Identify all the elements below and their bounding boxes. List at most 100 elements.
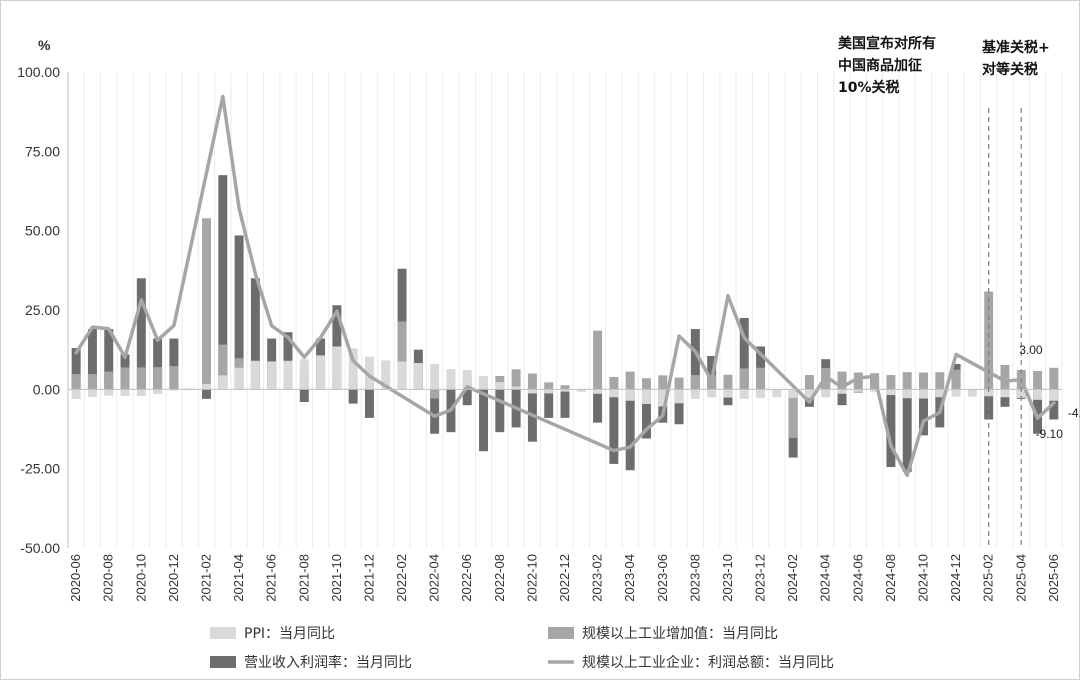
legend-label: 规模以上工业增加值：当月同比 [582, 626, 778, 642]
bar-revenue-margin [250, 278, 260, 390]
bar-revenue-margin [87, 329, 97, 390]
bar-revenue-margin [674, 389, 684, 425]
profit-point [922, 420, 925, 422]
profit-point [938, 411, 941, 414]
bar-ind-value [951, 369, 961, 390]
bar-ppi [104, 389, 114, 396]
bar-ppi [316, 355, 326, 390]
bar-revenue-margin [609, 389, 619, 464]
bar-ppi [723, 389, 733, 398]
profit-point [287, 336, 289, 339]
data-label: -9.10 [1036, 427, 1064, 441]
line-layer [74, 94, 1056, 478]
bar-revenue-margin [1000, 389, 1010, 407]
bar-revenue-margin [739, 317, 749, 390]
bar-ind-value [1000, 364, 1010, 390]
bar-ppi [527, 389, 537, 394]
x-tick-label: 2020-08 [101, 554, 116, 602]
x-tick-label: 2023-10 [720, 554, 735, 602]
x-tick-label: 2022-08 [492, 554, 507, 602]
bar-ppi [1000, 389, 1010, 398]
profit-point [1036, 417, 1039, 420]
profit-point [906, 474, 908, 477]
bar-revenue-margin [71, 348, 81, 390]
x-tick-label: 2021-06 [264, 554, 279, 602]
y-tick-label: 75.00 [25, 143, 60, 159]
profit-point [808, 401, 811, 403]
x-tick-label: 2023-06 [655, 554, 670, 602]
event-annotation: 对等关税 [982, 61, 1038, 78]
profit-point [156, 339, 159, 341]
bar-ppi [658, 389, 668, 407]
bar-ind-value [837, 371, 847, 390]
bar-ind-value [511, 369, 521, 390]
bar-ind-value [674, 377, 684, 390]
bar-ppi [218, 375, 228, 390]
bar-revenue-margin [169, 338, 179, 390]
profit-point [841, 386, 843, 388]
x-tick-label: 2024-08 [883, 554, 898, 602]
bar-ind-value [560, 385, 570, 390]
bar-ppi [707, 389, 717, 398]
bar-ppi [202, 383, 211, 390]
y-tick-label: 25.00 [25, 302, 60, 318]
legend-label: 营业收入利润率：当月同比 [244, 654, 412, 671]
bar-ppi [804, 389, 814, 399]
bar-ind-value [609, 376, 619, 390]
bar-ind-value [788, 389, 798, 438]
x-tick-label: 2023-04 [622, 554, 637, 602]
bar-ppi [772, 389, 782, 398]
x-tick-label: 2021-04 [231, 554, 246, 602]
bar-ind-value [104, 371, 114, 390]
bar-revenue-margin [625, 389, 635, 471]
x-tick-label: 2023-08 [687, 554, 702, 602]
bar-ppi [902, 389, 912, 399]
bar-ppi [625, 389, 635, 401]
profit-point [303, 356, 306, 359]
bar-ppi [641, 389, 651, 404]
bar-ind-value [756, 367, 766, 390]
bar-ind-value [853, 372, 863, 390]
bar-ppi [1016, 389, 1026, 398]
bar-revenue-margin [544, 389, 554, 418]
x-tick-label: 2024-12 [948, 554, 963, 602]
legend-swatch [210, 627, 236, 639]
x-tick-label: 2021-12 [361, 554, 376, 602]
x-tick-label: 2022-10 [524, 554, 539, 602]
profit-point [857, 377, 860, 379]
bar-revenue-margin [886, 389, 896, 468]
y-tick-label: 50.00 [25, 223, 60, 239]
bar-ppi [870, 389, 880, 392]
bar-revenue-margin [218, 175, 228, 390]
bar-revenue-margin [593, 389, 603, 423]
profit-point [1053, 402, 1055, 404]
bar-ppi [935, 389, 945, 398]
bar-ppi [674, 389, 684, 404]
profit-point [336, 310, 338, 313]
axis-layer: 100.00 75.00 50.00 25.00 0.00 -25.00 -50.00% 20… [17, 37, 1062, 602]
bar-ind-value [919, 372, 928, 390]
bar-ppi [299, 359, 309, 390]
bar-ind-value [544, 382, 554, 390]
profit-point [678, 335, 680, 337]
bar-ppi [446, 369, 456, 390]
bar-revenue-margin [348, 389, 358, 404]
bar-ind-value [902, 372, 912, 390]
bar-revenue-margin [919, 389, 928, 436]
bar-ppi [853, 389, 863, 392]
bar-ppi [136, 389, 146, 396]
y-tick-label: -50.00 [20, 540, 60, 556]
x-tick-label: 2025-02 [981, 554, 996, 602]
x-tick-label: 2025-06 [1046, 554, 1061, 602]
bar-ind-value [984, 291, 994, 390]
bar-revenue-margin [136, 278, 146, 390]
bar-ppi [71, 389, 81, 399]
bar-ppi [756, 389, 766, 398]
bar-ppi [544, 389, 554, 394]
bar-ind-value [1033, 370, 1043, 390]
bar-ind-value [202, 218, 211, 390]
bar-ind-value [658, 375, 668, 390]
bar-ind-value [1049, 367, 1059, 390]
